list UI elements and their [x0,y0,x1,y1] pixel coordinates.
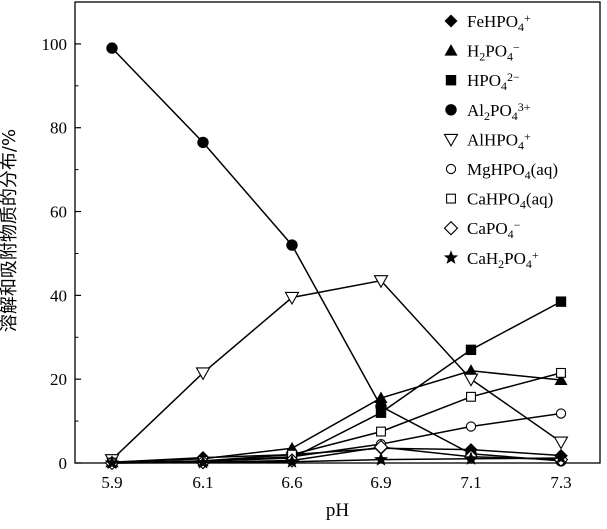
data-point [195,455,211,469]
legend-label: FeHPO4+ [467,11,531,34]
data-point [286,239,298,251]
y-tick-label: 0 [59,454,68,473]
series-5 [104,275,569,468]
y-tick-label: 60 [50,203,67,222]
series-7 [107,367,566,468]
legend-item: CaHPO4(aq) [446,190,553,212]
data-point [556,367,566,378]
data-point [465,421,477,432]
legend-label: HPO42− [467,70,520,93]
data-point [106,42,118,54]
axes-layer: 0 20 40 60 80 100 5.9 6.1 6.6 6.9 7.1 7.3 [42,1,601,492]
x-tick-label: 7.1 [460,473,481,492]
legend-item: Al2PO43+ [445,99,531,122]
data-point [464,364,478,376]
data-point [104,455,120,470]
x-tick-label: 5.9 [101,473,122,492]
series-3 [106,296,567,468]
y-axis-title: 溶解和吸附物质的分布/% [0,129,20,332]
data-point [284,291,300,306]
x-axis-title: pH [326,500,350,521]
series-layer [104,42,569,471]
data-point [555,408,567,419]
data-point [553,450,569,465]
y-tick-label: 40 [50,286,67,305]
legend-marker [443,250,459,264]
series-line [111,372,562,464]
legend-label: AlHPO4+ [467,129,531,152]
legend-label: CaH2PO4+ [467,247,539,270]
legend-item: HPO42− [445,70,520,93]
data-point [375,407,387,418]
data-point [284,454,300,468]
series-8 [104,439,569,471]
data-point [463,373,479,387]
plot-frame [74,1,601,464]
legend-item: MgHPO4(aq) [445,160,558,182]
legend-item: FeHPO4+ [444,11,531,34]
series-9 [104,450,569,470]
x-tick-label: 6.1 [192,473,213,492]
y-tick-label: 20 [50,370,67,389]
data-point [553,436,569,450]
data-point [555,296,567,307]
data-point [466,391,476,402]
data-point [463,451,479,465]
legend-marker [445,104,457,116]
legend-marker [445,163,457,175]
x-tick-label: 7.3 [550,473,571,492]
data-point [373,275,389,289]
series-line [111,457,562,464]
x-tick-label: 6.6 [281,473,302,492]
legend-label: CaHPO4(aq) [467,190,553,212]
legend-marker [444,44,458,56]
series-line [111,279,562,461]
x-tick-label: 6.9 [370,473,391,492]
legend-marker [444,14,458,28]
y-tick-label: 80 [50,119,67,138]
legend-item: CaH2PO4+ [443,247,539,270]
y-tick-label: 100 [42,35,68,54]
legend-item: H2PO4− [444,40,520,63]
data-point [465,344,477,356]
series-line [111,370,562,463]
data-point [197,136,209,149]
legend-label: Al2PO43+ [467,99,531,122]
series-line [111,447,562,463]
legend-marker [446,193,456,204]
legend-item: AlHPO4+ [443,129,531,152]
legend-label: MgHPO4(aq) [467,160,558,182]
data-point [376,426,386,437]
legend-marker [443,133,459,148]
legend: FeHPO4+ H2PO4− HPO42− Al2PO43+ AlHPO4+ MgHPO4… [443,11,558,270]
legend-item: CaPO4− [443,218,521,241]
legend-marker [445,75,457,86]
legend-marker [443,220,459,236]
data-point [554,373,568,386]
data-point [375,400,387,413]
data-point [373,452,389,466]
legend-label: CaPO4− [467,218,521,241]
data-point [195,367,211,381]
legend-label: H2PO4− [467,40,520,63]
series-line [111,47,562,462]
